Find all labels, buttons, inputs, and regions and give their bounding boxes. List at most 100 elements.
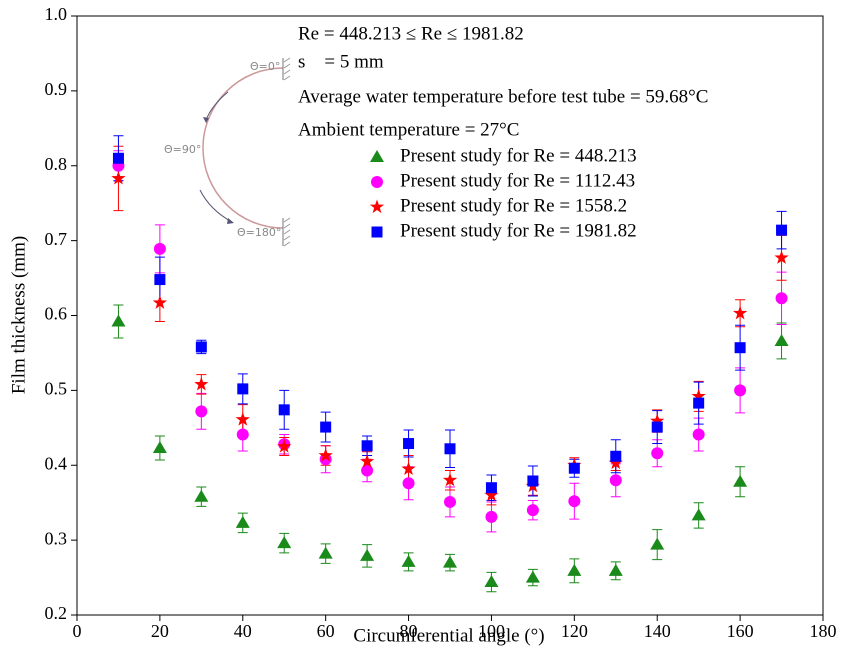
arrow xyxy=(205,91,229,121)
marker xyxy=(526,504,539,517)
y-tick-label: 1.0 xyxy=(45,4,68,24)
marker xyxy=(774,333,789,346)
x-tick-label: 0 xyxy=(73,621,82,641)
marker xyxy=(734,384,747,397)
marker xyxy=(360,548,375,561)
marker xyxy=(195,405,208,418)
y-tick-label: 0.7 xyxy=(45,229,68,249)
x-tick-label: 160 xyxy=(727,621,754,641)
marker xyxy=(651,421,663,433)
legend-label: Present study for Re = 1981.82 xyxy=(400,220,637,241)
marker xyxy=(237,383,249,395)
inset-diagram: Θ=0° Θ=90° Θ=180° xyxy=(164,57,291,247)
marker xyxy=(153,242,166,255)
marker xyxy=(443,555,457,568)
x-tick-label: 140 xyxy=(644,621,671,641)
x-tick-label: 40 xyxy=(234,621,252,641)
marker xyxy=(610,450,622,462)
marker xyxy=(401,461,416,476)
x-tick-label: 120 xyxy=(561,621,588,641)
marker xyxy=(484,575,499,588)
y-tick-label: 0.3 xyxy=(45,528,68,548)
inset-label: Θ=90° xyxy=(164,143,201,156)
marker xyxy=(277,439,292,453)
legend-label: Present study for Re = 1112.43 xyxy=(400,170,635,191)
y-tick-label: 0.4 xyxy=(45,453,68,473)
marker xyxy=(527,475,539,487)
inset-label: Θ=180° xyxy=(237,226,281,239)
marker xyxy=(691,508,706,521)
arrowhead xyxy=(203,117,209,123)
marker xyxy=(444,443,456,455)
marker xyxy=(693,397,705,409)
marker xyxy=(774,250,789,264)
marker xyxy=(776,224,788,236)
marker xyxy=(320,421,332,433)
marker xyxy=(236,428,249,441)
marker xyxy=(567,563,582,576)
marker xyxy=(361,440,373,452)
legend-label: Present study for Re = 1558.2 xyxy=(400,195,627,216)
marker xyxy=(775,292,788,305)
marker xyxy=(734,342,746,354)
marker xyxy=(235,412,250,426)
marker xyxy=(318,546,333,559)
legend-label: Present study for Re = 448.213 xyxy=(400,145,637,166)
marker xyxy=(609,474,622,487)
x-tick-label: 20 xyxy=(151,621,169,641)
marker xyxy=(568,495,581,508)
marker xyxy=(484,487,499,502)
y-tick-label: 0.6 xyxy=(45,304,68,324)
annotation: Re = 448.213 ≤ Re ≤ 1981.82 xyxy=(298,23,524,44)
marker xyxy=(525,570,540,583)
x-tick-label: 180 xyxy=(810,621,837,641)
legend-marker xyxy=(370,150,384,162)
legend-marker xyxy=(371,176,383,188)
marker xyxy=(402,477,415,490)
marker xyxy=(111,170,126,185)
marker xyxy=(444,495,456,508)
marker xyxy=(485,482,497,494)
annotation: Ambient temperature = 27°C xyxy=(298,119,519,140)
marker xyxy=(401,554,416,567)
annotation: Average water temperature before test tu… xyxy=(298,86,708,107)
y-tick-label: 0.9 xyxy=(45,79,68,99)
marker xyxy=(650,413,665,428)
marker xyxy=(692,428,705,441)
marker xyxy=(691,388,706,403)
marker xyxy=(111,314,126,327)
y-tick-label: 0.2 xyxy=(45,603,68,623)
marker xyxy=(194,376,209,391)
marker xyxy=(277,536,292,549)
arrowhead xyxy=(227,218,234,224)
marker xyxy=(112,152,124,164)
marker xyxy=(608,563,623,576)
legend-marker xyxy=(369,199,385,214)
x-tick-label: 100 xyxy=(478,621,505,641)
marker xyxy=(359,454,375,468)
marker xyxy=(608,455,623,470)
marker xyxy=(403,438,415,450)
marker xyxy=(152,441,167,454)
marker xyxy=(442,472,458,487)
marker xyxy=(195,341,207,353)
marker xyxy=(651,447,664,460)
inset-label: Θ=0° xyxy=(250,60,280,73)
x-axis-label: Circumferential angle (°) xyxy=(353,625,544,646)
marker xyxy=(568,462,580,474)
x-tick-label: 80 xyxy=(400,621,418,641)
marker xyxy=(733,474,748,487)
marker xyxy=(278,404,290,416)
y-axis-label: Film thickness (mm) xyxy=(8,236,29,394)
hatch xyxy=(283,57,291,247)
y-tick-label: 0.5 xyxy=(45,379,68,399)
x-tick-label: 60 xyxy=(317,621,335,641)
marker xyxy=(152,295,168,309)
legend-marker xyxy=(371,226,383,238)
marker xyxy=(361,464,374,477)
marker xyxy=(318,448,333,462)
marker xyxy=(485,510,498,523)
annotation: s = 5 mm xyxy=(298,51,384,72)
y-tick-label: 0.8 xyxy=(45,154,68,174)
